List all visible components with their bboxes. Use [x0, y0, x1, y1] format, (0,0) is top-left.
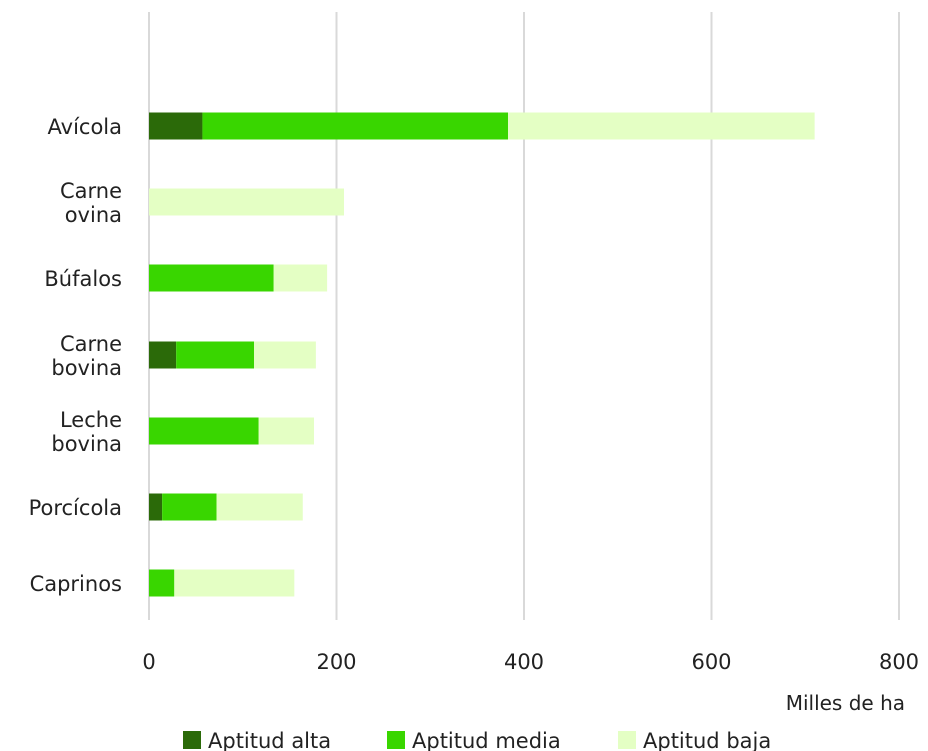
x-tick-label: 200	[316, 650, 356, 674]
legend-label: Aptitud alta	[208, 729, 331, 751]
category-label: Porcícola	[29, 496, 122, 520]
category-label: Búfalos	[44, 267, 122, 291]
category-label: ovina	[65, 203, 122, 227]
legend-label: Aptitud baja	[643, 729, 771, 751]
bar-segment	[202, 112, 509, 140]
x-axis-title: Milles de ha	[786, 691, 905, 715]
bar-segment	[149, 417, 259, 445]
x-tick-label: 0	[142, 650, 155, 674]
category-label: Carne	[60, 332, 122, 356]
category-label: bovina	[51, 432, 122, 456]
x-tick-label: 800	[879, 650, 919, 674]
bar-segment	[162, 493, 217, 521]
legend-swatch	[183, 731, 201, 749]
bar-segment	[149, 264, 274, 292]
legend-label: Aptitud media	[412, 729, 561, 751]
x-tick-label: 400	[504, 650, 544, 674]
bar-segment	[508, 112, 815, 140]
category-label: Avícola	[48, 115, 123, 139]
legend: Aptitud alta Aptitud media Aptitud baja	[183, 729, 771, 751]
bar-segment	[273, 264, 328, 292]
gridlines	[148, 12, 900, 620]
legend-swatch	[387, 731, 405, 749]
category-labels: AvícolaCarneovinaBúfalosCarnebovinaLeche…	[29, 115, 122, 596]
bar-segment	[149, 569, 175, 597]
bar-segment	[174, 569, 295, 597]
bar-segment	[149, 341, 177, 369]
bar-segment	[149, 493, 163, 521]
bar-segment	[149, 188, 344, 216]
bar-segment	[258, 417, 314, 445]
bar-segment	[149, 112, 203, 140]
bar-segment	[216, 493, 303, 521]
bar-segment	[254, 341, 316, 369]
bars	[149, 112, 815, 597]
x-tick-label: 600	[691, 650, 731, 674]
bar-segment	[176, 341, 254, 369]
category-label: bovina	[51, 356, 122, 380]
category-label: Leche	[60, 408, 122, 432]
x-tick-labels: 0 200 400 600 800	[142, 650, 919, 674]
category-label: Carne	[60, 179, 122, 203]
category-label: Caprinos	[30, 572, 122, 596]
legend-swatch	[618, 731, 636, 749]
